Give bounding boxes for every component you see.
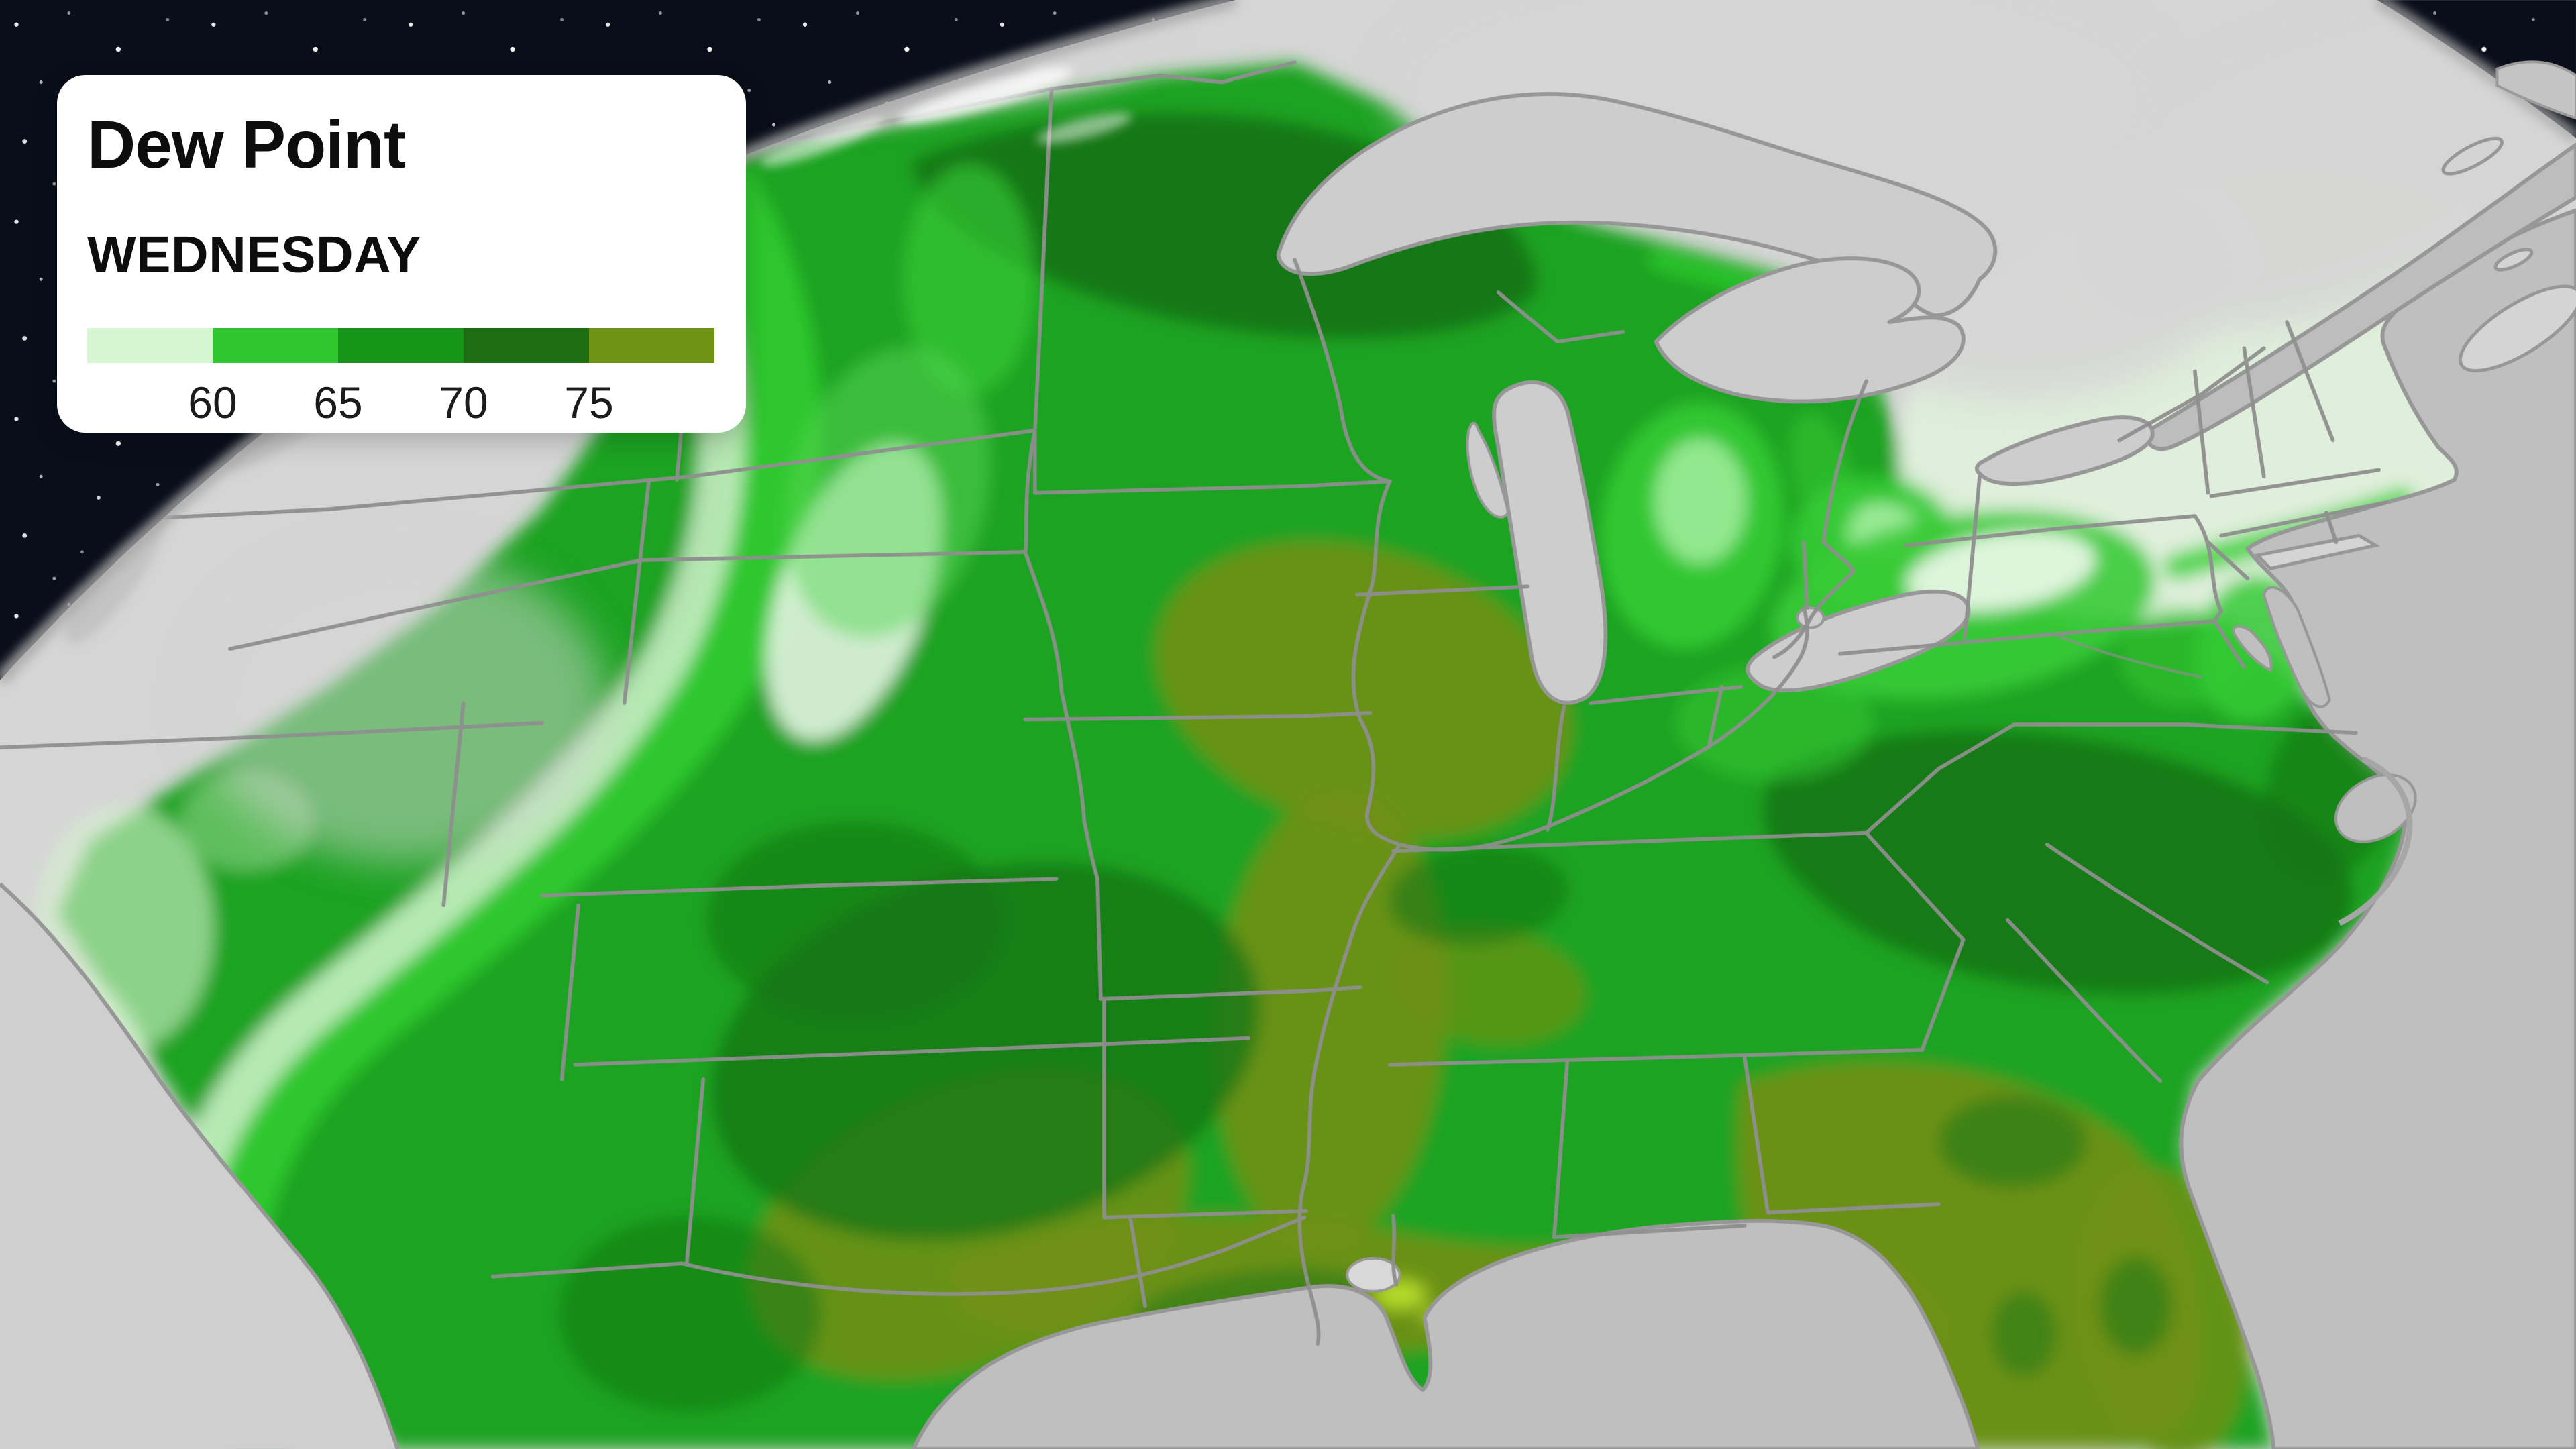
lake-huron — [1654, 256, 1966, 404]
anticosti-island — [2441, 136, 2504, 176]
globe-limb-line-topright — [2373, 0, 2576, 144]
legend-tick-label: 60 — [188, 378, 237, 427]
mexico — [0, 882, 400, 1449]
legend-tick-label: 65 — [313, 378, 363, 427]
legend-color-scale: 60 65 70 75 — [87, 328, 714, 433]
chesapeake-bay — [2262, 586, 2331, 708]
long-island — [2253, 533, 2380, 571]
legend-card: Dew Point WEDNESDAY 60 65 70 75 — [57, 75, 746, 433]
legend-color-bar — [87, 328, 714, 363]
pamlico-sound — [2334, 773, 2417, 843]
lake-pontchartrain — [1346, 1256, 1401, 1293]
legend-title: Dew Point — [87, 107, 406, 182]
state-borders — [0, 60, 2387, 1346]
legend-scale-segment — [589, 328, 714, 363]
lake-superior — [1276, 92, 1998, 318]
water-bodies — [911, 92, 2576, 1449]
lake-ontario — [1974, 415, 2155, 486]
st-lawrence-water — [2145, 142, 2576, 451]
outer-banks — [2338, 756, 2413, 926]
legend-scale-segment — [338, 328, 464, 363]
star-field-topright — [2377, 0, 2576, 138]
legend-tick-label: 75 — [564, 378, 614, 427]
prince-edward-island — [2493, 248, 2534, 272]
legend-tick-row: 60 65 70 75 — [87, 380, 714, 433]
nova-scotia — [2458, 284, 2576, 373]
legend-scale-segment — [464, 328, 589, 363]
lake-erie — [1746, 589, 1971, 693]
lake-michigan — [1492, 380, 1608, 705]
green-bay — [1466, 421, 1510, 519]
legend-scale-segment — [213, 328, 338, 363]
gulf-of-mexico — [911, 1218, 1980, 1449]
legend-scale-segment — [87, 328, 213, 363]
delaware-bay — [2232, 625, 2273, 672]
legend-subtitle: WEDNESDAY — [87, 226, 421, 284]
legend-tick-label: 70 — [439, 378, 488, 427]
maritime-land — [2253, 136, 2576, 926]
newfoundland — [2496, 60, 2576, 120]
